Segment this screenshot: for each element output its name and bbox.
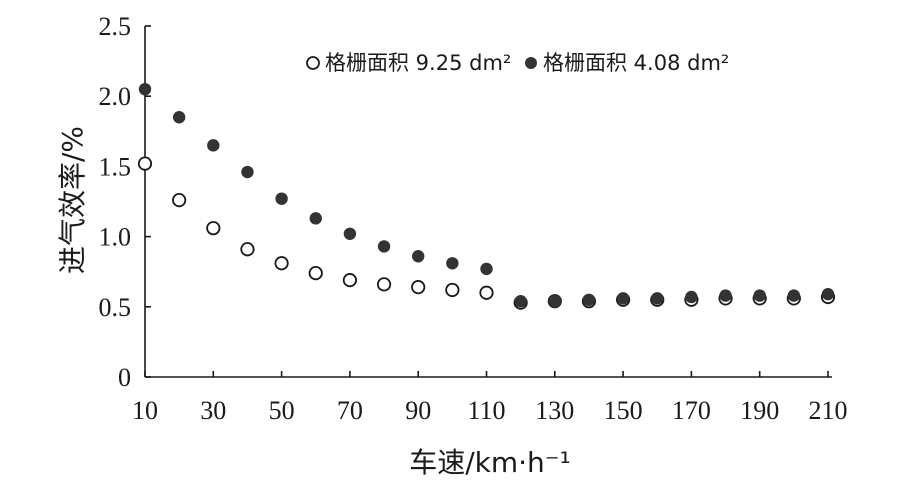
axes: [144, 26, 832, 378]
data-point-filled: [719, 289, 732, 302]
y-tick-label: 0: [118, 363, 131, 392]
data-point-hollow: [479, 285, 494, 300]
data-point-hollow: [137, 156, 153, 171]
legend-marker-filled: [525, 57, 537, 69]
x-tick-label: 30: [200, 396, 226, 425]
data-point-filled: [446, 257, 459, 270]
data-point-filled: [651, 292, 664, 305]
data-point-filled: [241, 165, 254, 179]
data-point-hollow: [274, 256, 289, 271]
data-point-filled: [275, 192, 288, 205]
data-point-filled: [412, 250, 425, 263]
data-point-filled: [685, 290, 698, 304]
x-tick-label: 90: [405, 396, 431, 425]
x-tick-label: 70: [337, 396, 363, 425]
x-tick-label: 110: [467, 396, 505, 425]
y-tick-label: 2.0: [99, 82, 132, 111]
x-ticks: 10 30 50 70 90 110 130 150 170 190 210: [132, 371, 848, 425]
data-point-hollow: [376, 277, 392, 292]
data-point-filled: [787, 289, 801, 302]
data-point-filled: [172, 111, 186, 124]
data-point-filled: [309, 212, 322, 225]
data-point-hollow: [240, 242, 255, 257]
x-tick-label: 150: [604, 396, 643, 425]
data-point-hollow: [206, 221, 221, 236]
x-tick-label: 50: [269, 396, 295, 425]
data-point-filled: [548, 294, 561, 308]
y-tick-label: 2.5: [99, 12, 132, 41]
x-axis-title: 车速/km·h⁻¹: [409, 446, 571, 479]
data-point-filled: [616, 292, 630, 305]
data-point-filled: [343, 227, 357, 240]
data-point-hollow: [342, 273, 357, 288]
data-point-hollow: [411, 280, 426, 295]
y-tick-label: 0.5: [99, 293, 132, 322]
data-point-filled: [753, 289, 766, 302]
data-point-filled: [138, 82, 152, 96]
y-tick-label: 1.0: [99, 223, 132, 252]
data-point-filled: [514, 294, 527, 308]
x-tick-label: 130: [535, 396, 574, 425]
y-axis-title: 进气效率/%: [56, 126, 89, 274]
y-ticks: 0 0.5 1.0 1.5 2.0 2.5: [99, 12, 151, 392]
data-point-filled: [377, 240, 391, 253]
data-point-hollow: [308, 266, 323, 281]
data-point-filled: [207, 139, 220, 152]
data-point-filled: [480, 262, 493, 276]
legend-label-series-2: 格栅面积 4.08 dm²: [543, 51, 729, 75]
data-point-filled: [582, 293, 596, 306]
y-tick-label: 1.5: [99, 152, 132, 181]
x-tick-label: 10: [132, 396, 158, 425]
data-points: [137, 82, 836, 310]
x-tick-label: 170: [672, 396, 711, 425]
legend-label-series-1: 格栅面积 9.25 dm²: [325, 51, 511, 75]
x-tick-label: 210: [809, 396, 848, 425]
legend-marker-hollow: [306, 56, 320, 70]
data-point-filled: [821, 287, 835, 301]
data-point-hollow: [445, 282, 460, 298]
x-tick-label: 190: [740, 396, 779, 425]
legend: 格栅面积 9.25 dm² 格栅面积 4.08 dm²: [306, 51, 729, 75]
data-point-hollow: [172, 192, 187, 208]
